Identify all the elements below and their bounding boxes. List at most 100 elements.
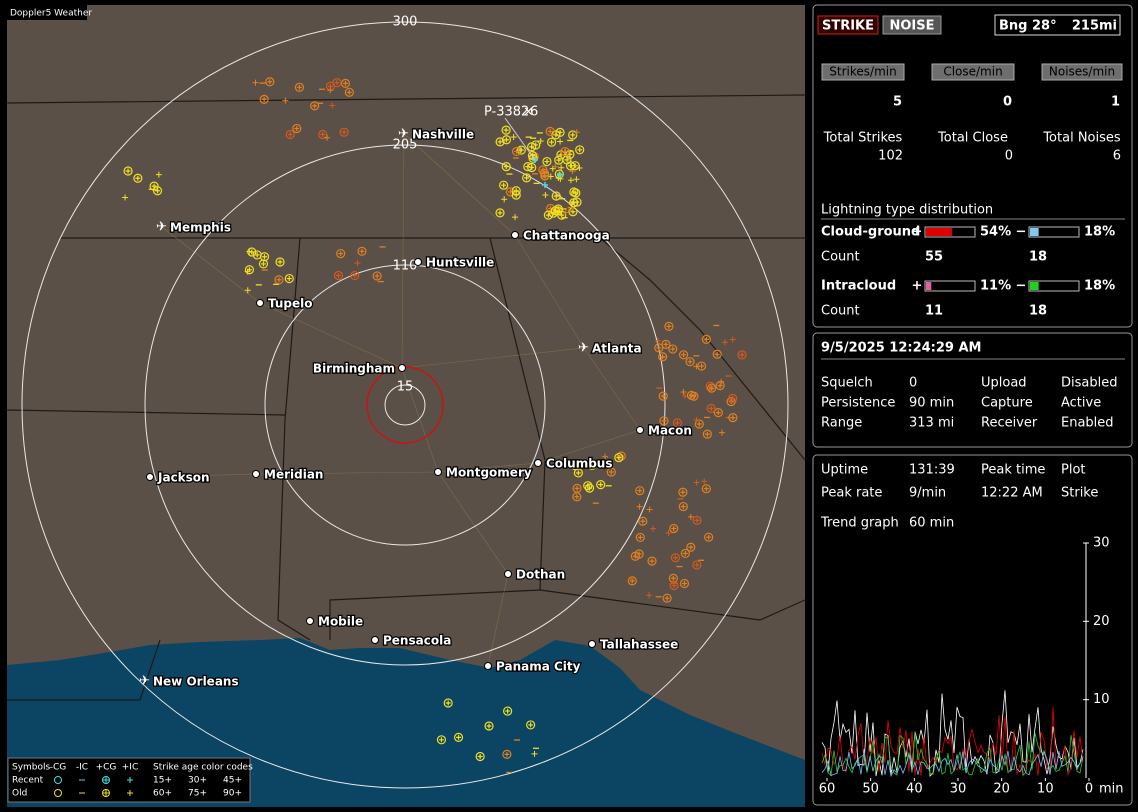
strike-symbol — [374, 273, 380, 279]
strike-symbol — [504, 751, 510, 757]
strike-symbol — [372, 271, 382, 281]
strike-symbol — [705, 381, 715, 391]
strike-symbol — [674, 420, 680, 426]
strike-symbol — [658, 352, 668, 362]
strike-button-label: STRIKE — [822, 19, 874, 34]
strike-symbols — [122, 77, 747, 774]
strike-symbol — [658, 391, 668, 401]
strike-symbol — [244, 287, 251, 294]
strike-symbol — [560, 146, 570, 157]
strike-symbol — [294, 82, 305, 92]
strike-symbol — [122, 194, 129, 201]
strike-symbol — [244, 265, 255, 275]
strike-symbol — [501, 182, 507, 188]
strike-symbol — [553, 193, 559, 199]
strike-symbol — [632, 553, 638, 559]
trend-line — [821, 690, 1084, 777]
strike-symbol — [669, 580, 679, 591]
rate-label-box — [1041, 63, 1123, 81]
strike-symbol — [262, 254, 268, 260]
strike-symbol — [647, 556, 657, 566]
strike-symbol — [693, 479, 700, 486]
legend-type: +IC — [122, 763, 138, 773]
sign: + — [912, 279, 923, 294]
strike-symbol — [680, 548, 690, 559]
strike-symbol — [572, 463, 578, 469]
city-dot — [146, 473, 154, 481]
strike-symbol — [284, 273, 294, 284]
ring-label: 205 — [393, 138, 418, 153]
strike-symbol — [438, 737, 444, 743]
strike-symbol — [661, 418, 667, 424]
bearing-box — [994, 14, 1121, 36]
percent-bar — [1030, 228, 1039, 236]
stats-text: 9/min — [909, 486, 946, 501]
strike-symbol — [547, 128, 553, 134]
strike-symbol — [688, 392, 694, 398]
strike-symbol — [692, 515, 702, 525]
strike-symbol — [497, 139, 503, 145]
airport-icon: ✈ — [578, 341, 589, 356]
marker-x: × — [523, 105, 534, 120]
city-label: Dothan — [516, 568, 565, 582]
y-tick-label: 20 — [1093, 614, 1110, 629]
strike-symbol — [616, 455, 622, 461]
strike-symbol — [155, 171, 162, 178]
legend-symbol — [54, 776, 62, 784]
strike-symbol — [570, 461, 581, 471]
strike-symbol — [703, 486, 709, 492]
strike-symbol — [729, 336, 736, 343]
strike-symbol — [549, 139, 555, 145]
strike-symbol — [274, 275, 284, 285]
rate-value: 5 — [893, 95, 902, 110]
strike-symbol — [545, 212, 551, 218]
strike-symbol — [354, 260, 361, 267]
strike-symbol — [254, 252, 260, 258]
city-label: Montgomery — [446, 466, 532, 480]
strike-symbol — [344, 87, 354, 97]
legend-symbol — [79, 777, 133, 783]
rate-label: Noises/min — [1049, 65, 1115, 79]
strike-symbol — [252, 250, 262, 260]
strike-symbol — [666, 323, 672, 329]
x-tick-label: 40 — [906, 782, 923, 797]
city-dot — [434, 468, 442, 476]
strike-symbol — [324, 134, 331, 141]
strike-symbol — [555, 127, 565, 137]
strike-symbol — [672, 555, 678, 561]
bearing: Bng 28° — [999, 19, 1057, 34]
strike-symbol — [249, 249, 255, 255]
stats-panel — [812, 454, 1133, 806]
info-text: Disabled — [1061, 376, 1117, 391]
strike-symbol — [334, 80, 340, 86]
strike-symbol — [696, 421, 702, 427]
strike-symbol — [660, 393, 666, 399]
city-dot — [636, 426, 644, 434]
strike-button[interactable] — [817, 15, 879, 35]
strike-symbol — [246, 248, 253, 255]
strike-symbol — [552, 208, 558, 214]
strike-symbol — [445, 700, 451, 706]
strike-symbol — [568, 163, 574, 169]
strike-symbol — [708, 405, 714, 411]
strike-symbol — [342, 80, 348, 86]
strike-symbol — [569, 187, 579, 197]
strike-symbol — [511, 186, 521, 196]
strike-symbol — [564, 157, 570, 163]
x-tick-label: 10 — [1037, 782, 1054, 797]
city-label: Atlanta — [592, 342, 642, 356]
strike-symbol — [706, 534, 712, 540]
strike-symbol — [728, 413, 738, 423]
strike-symbol — [584, 483, 595, 493]
type-label: Cloud-ground — [821, 225, 920, 240]
total-value: 102 — [878, 149, 903, 164]
strike-symbol — [522, 173, 532, 183]
noise-button[interactable] — [882, 15, 942, 35]
airport-icon: ✈ — [398, 127, 409, 142]
strike-symbol — [559, 212, 565, 218]
strike-symbol — [668, 344, 678, 354]
count-label: Count — [821, 304, 860, 319]
legend: Symbols -CG -IC +CG +IC Strike age color code… — [7, 757, 253, 803]
rate-label: Strikes/min — [829, 65, 896, 79]
